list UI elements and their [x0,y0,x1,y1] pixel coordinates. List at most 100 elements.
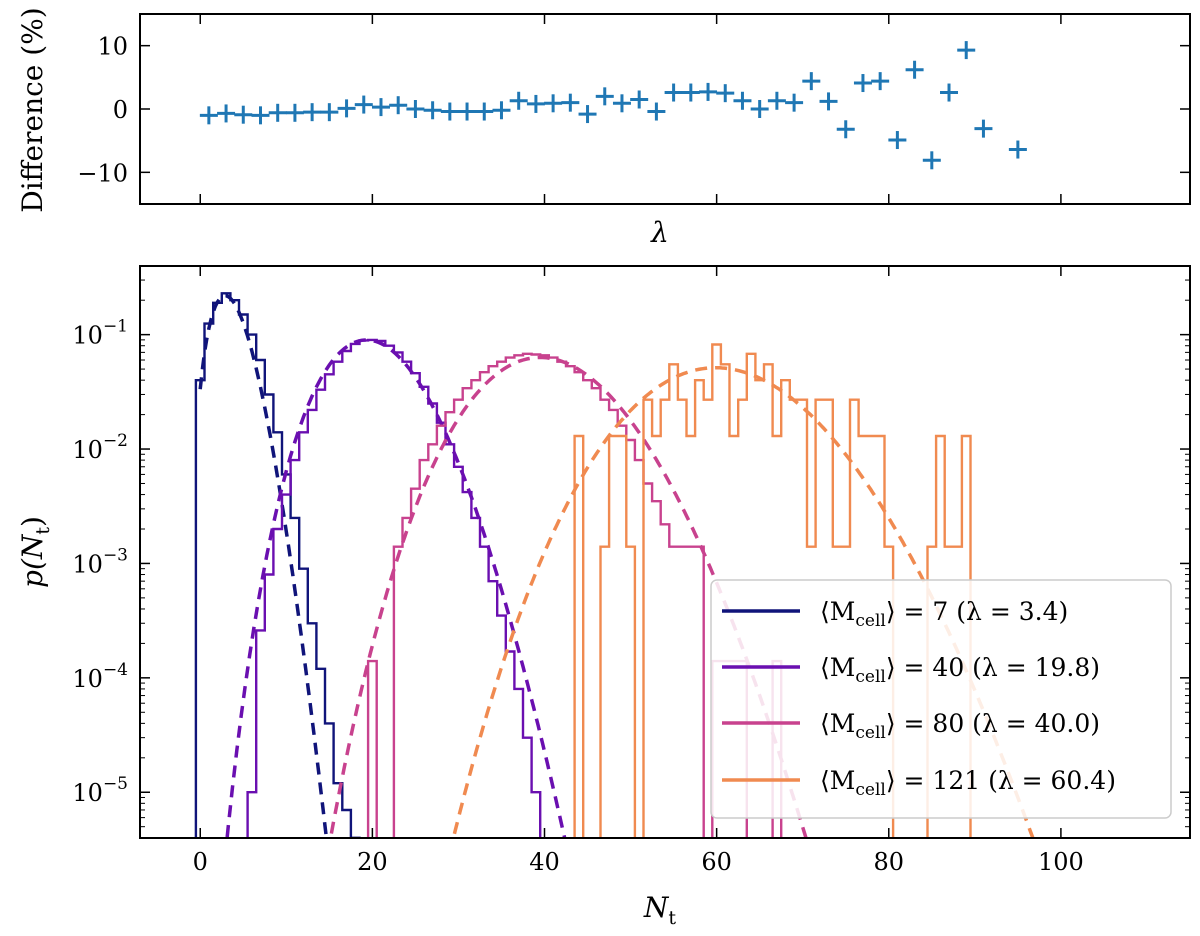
difference-point [664,83,683,102]
legend-label-pre: ⟨M [820,653,855,682]
x-label-subscript: t [668,907,676,929]
difference-point [802,72,821,91]
legend: ⟨Mcell⟩ = 7 (λ = 3.4) ⟨Mcell⟩ = 40 (λ = … [710,579,1172,819]
difference-y-tick-label: −10 [77,159,128,187]
y-label-subscript: t [32,527,54,535]
legend-label-pre: ⟨M [820,597,855,626]
difference-point [819,92,838,111]
difference-point [630,90,649,109]
difference-point [767,91,786,110]
legend-label-pre: ⟨M [820,766,855,795]
difference-point [526,94,545,113]
difference-panel: 10 0 −10 λ Difference (%) [16,7,1191,249]
legend-entry: ⟨Mcell⟩ = 121 (λ = 60.4) [722,766,1116,800]
difference-point [612,94,631,113]
difference-x-axis-label: λ [650,216,669,249]
difference-point [354,95,373,114]
distribution-y-tick-label: 10−4 [72,660,128,693]
legend-label-pre: ⟨M [820,709,855,738]
legend-label-post: ⟩ = 80 (λ = 40.0) [886,709,1100,738]
difference-point [853,74,872,93]
x-label-main: N [643,891,670,924]
distribution-x-tick-label: 100 [1038,848,1084,876]
distribution-y-tick-label: 10−1 [72,317,128,350]
difference-point [681,83,700,102]
legend-entry: ⟨Mcell⟩ = 80 (λ = 40.0) [722,709,1100,743]
difference-point [389,96,408,115]
difference-point [733,91,752,110]
legend-label: ⟨Mcell⟩ = 80 (λ = 40.0) [820,709,1100,743]
difference-point [234,105,253,124]
difference-point [785,93,804,112]
difference-point [475,102,494,121]
difference-point [371,98,390,117]
distribution-y-tick-label: 10−3 [72,545,128,578]
histogram-series-0 [194,292,361,838]
difference-point [871,72,890,91]
difference-point [957,41,976,60]
difference-point [905,60,924,79]
difference-panel-frame [139,13,1191,205]
poisson-fit-series-0 [198,294,329,838]
distribution-x-tick-label: 60 [701,848,732,876]
difference-markers [199,41,1027,170]
difference-point [750,100,769,118]
difference-point [595,87,614,106]
difference-point [217,104,236,123]
legend-label-post: ⟩ = 7 (λ = 3.4) [886,597,1068,626]
difference-point [544,94,563,113]
difference-point [251,106,270,125]
difference-y-tick-label: 10 [97,33,128,61]
difference-point [836,120,855,139]
difference-point [578,105,597,124]
distribution-x-tick-label: 40 [529,848,560,876]
distribution-x-axis-label: Nt [643,891,677,929]
legend-entry: ⟨Mcell⟩ = 7 (λ = 3.4) [722,597,1068,631]
y-label-main: p(N [16,533,49,588]
difference-y-axis-label: Difference (%) [16,7,49,212]
difference-point [406,100,425,118]
legend-label: ⟨Mcell⟩ = 121 (λ = 60.4) [820,766,1116,800]
distribution-y-axis-label: p(Nt) [16,516,54,588]
legend-entry: ⟨Mcell⟩ = 40 (λ = 19.8) [722,653,1100,687]
legend-box [710,579,1172,819]
difference-point [888,131,907,150]
legend-label-sub: cell [855,611,885,631]
difference-point [285,103,304,122]
legend-label-sub: cell [855,723,885,743]
difference-point [440,102,459,121]
distribution-x-tick-label: 80 [873,848,904,876]
difference-point [922,151,941,170]
difference-point [699,82,718,101]
difference-point [647,102,666,121]
difference-point [940,83,959,102]
legend-label-sub: cell [855,780,885,800]
difference-point [561,93,580,112]
difference-point [268,103,287,122]
difference-point [320,103,339,122]
distribution-x-tick-label: 20 [357,848,388,876]
histogram-series-3 [573,343,972,838]
difference-point [1008,140,1027,159]
distribution-x-tick-label: 0 [193,848,208,876]
difference-panel-ticks: 10 0 −10 [77,14,1190,204]
difference-point [458,102,477,121]
legend-label-sub: cell [855,667,885,687]
distribution-y-tick-label: 10−5 [72,774,128,807]
difference-point [337,99,356,118]
difference-point [974,119,993,138]
difference-point [303,103,322,122]
difference-point [492,101,511,120]
legend-label-post: ⟩ = 121 (λ = 60.4) [886,766,1116,795]
poisson-fit-series-1 [225,338,567,838]
histogram-series-1 [246,338,542,838]
distribution-panel-frame [139,265,1191,839]
difference-point [716,84,735,103]
difference-y-tick-label: 0 [113,96,128,124]
legend-label: ⟨Mcell⟩ = 40 (λ = 19.8) [820,653,1100,687]
distribution-panel-ticks: 0 20 40 60 80 100 10−1 10−2 10−3 10−4 10−5 [72,266,1190,876]
distribution-y-tick-label: 10−2 [72,431,128,464]
